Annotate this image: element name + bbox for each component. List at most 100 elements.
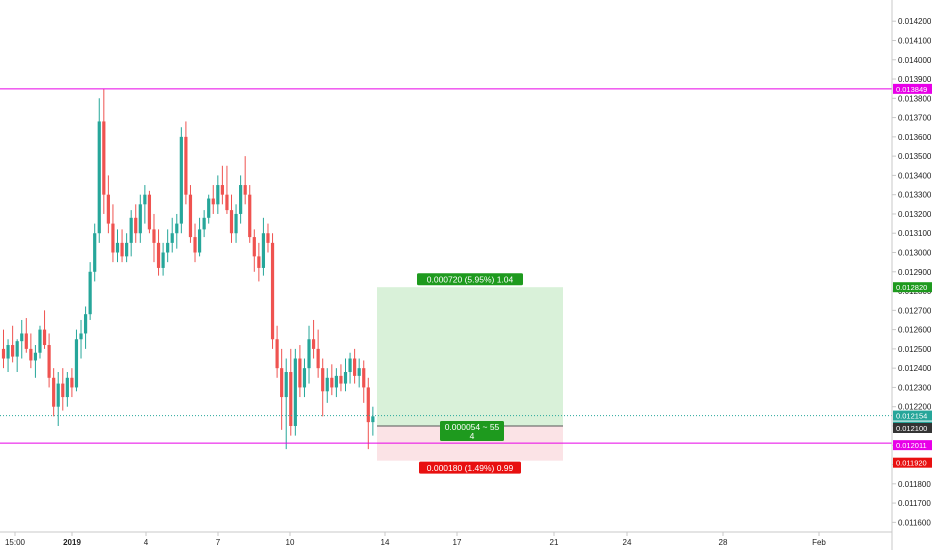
x-tick-label: Feb: [812, 538, 826, 547]
candle-body: [207, 198, 211, 218]
center-label-text: 4: [470, 431, 475, 441]
candle-body: [197, 229, 202, 253]
candle-body: [147, 194, 152, 230]
candle-body: [42, 329, 47, 346]
candle-body: [70, 377, 74, 388]
candle-body: [79, 333, 83, 340]
candle-body: [252, 237, 256, 257]
candle-body: [143, 194, 147, 205]
candle-body: [134, 217, 138, 234]
candle-body: [284, 372, 288, 398]
y-tick-label: 0.012700: [898, 306, 932, 315]
candle-body: [321, 368, 325, 392]
candle-body: [193, 237, 197, 253]
candle-body: [161, 252, 165, 268]
y-tick-label: 0.013700: [898, 114, 932, 123]
candle-body: [11, 345, 15, 357]
center-label-box: [440, 420, 504, 441]
candle-body: [24, 333, 28, 349]
y-tick-label: 0.011600: [898, 518, 931, 527]
x-tick-label: 10: [286, 538, 295, 547]
y-tick-label: 0.014000: [898, 56, 932, 65]
y-tick-label: 0.013000: [898, 249, 932, 258]
candle-body: [170, 233, 174, 243]
x-tick-label: 21: [550, 538, 559, 547]
candle-body: [353, 358, 357, 376]
candle-body: [188, 194, 193, 238]
stop-price-tag-bg: [893, 457, 932, 468]
candle-body: [52, 377, 56, 407]
y-tick-label: 0.013900: [898, 75, 932, 84]
candle-body: [220, 185, 224, 195]
candle-body: [111, 223, 115, 253]
x-tick-label: 14: [381, 538, 390, 547]
candle-body: [83, 314, 88, 334]
candle-body: [343, 372, 348, 384]
candle-body: [293, 358, 297, 426]
candle-body: [334, 375, 338, 388]
candle-body: [325, 377, 329, 392]
current-price-tag: 0.012154: [896, 412, 927, 421]
stop-price-tag: 0.011920: [896, 459, 927, 468]
candle-body: [6, 345, 10, 359]
candle-body: [166, 242, 170, 253]
loss-label-box: [419, 461, 521, 474]
candlestick-series: [1, 88, 375, 450]
x-tick-label: 17: [453, 538, 462, 547]
y-tick-label: 0.012400: [898, 364, 932, 373]
y-tick-label: 0.013100: [898, 229, 932, 238]
candle-body: [120, 242, 124, 257]
candle-body: [56, 383, 60, 407]
x-tick-label: 15:00: [5, 538, 26, 547]
candle-body: [275, 339, 279, 369]
hline-price-tag: 0.013849: [896, 85, 927, 94]
y-tick-label: 0.013400: [898, 171, 932, 180]
candle-body: [202, 217, 206, 230]
candle-body: [184, 136, 188, 195]
crosshair-price-tag-bg: [893, 422, 932, 433]
candle-body: [175, 223, 179, 234]
candle-body: [257, 256, 261, 268]
candle-body: [88, 271, 92, 315]
y-tick-label: 0.013300: [898, 191, 932, 200]
x-tick-label: 24: [623, 538, 632, 547]
crosshair-price-tag: 0.012100: [896, 424, 927, 433]
x-tick-label: 2019: [63, 538, 81, 547]
x-tick-label: 7: [216, 538, 221, 547]
candle-body: [47, 345, 51, 378]
candle-body: [74, 339, 79, 388]
y-tick-label: 0.012600: [898, 326, 932, 335]
candle-body: [261, 233, 266, 268]
y-tick-label: 0.013500: [898, 152, 932, 161]
candle-body: [339, 375, 343, 384]
candle-body: [156, 242, 161, 268]
candle-body: [348, 358, 352, 373]
y-tick-label: 0.011700: [898, 499, 931, 508]
y-tick-label: 0.013200: [898, 210, 932, 219]
candle-body: [229, 210, 234, 234]
y-tick-label: 0.014100: [898, 36, 932, 45]
candle-body: [243, 185, 247, 195]
y-tick-label: 0.012500: [898, 345, 932, 354]
profit-label-text: 0.000720 (5.95%) 1.04: [427, 275, 514, 285]
x-tick-label: 28: [719, 538, 728, 547]
candle-body: [307, 339, 311, 369]
center-label-text: 0.000054 ~ 55: [445, 422, 500, 432]
price-labels: 0.0138490.0128200.01215403:51:190.012100…: [417, 83, 932, 474]
candle-body: [115, 242, 120, 253]
hline-price-tag-bg: [893, 83, 932, 94]
candle-body: [138, 204, 142, 234]
loss-label-text: 0.000180 (1.49%) 0.99: [427, 463, 514, 473]
candle-body: [93, 233, 97, 272]
candle-body: [179, 136, 183, 224]
profit-zone[interactable]: [377, 287, 563, 426]
x-tick-label: 4: [144, 538, 149, 547]
profit-label-box: [417, 273, 523, 286]
candle-body: [29, 348, 33, 361]
candle-body: [61, 383, 65, 398]
candle-body: [302, 368, 307, 388]
y-tick-label: 0.012900: [898, 268, 932, 277]
y-tick-label: 0.011800: [898, 480, 931, 489]
target-price-tag-bg: [893, 282, 932, 293]
